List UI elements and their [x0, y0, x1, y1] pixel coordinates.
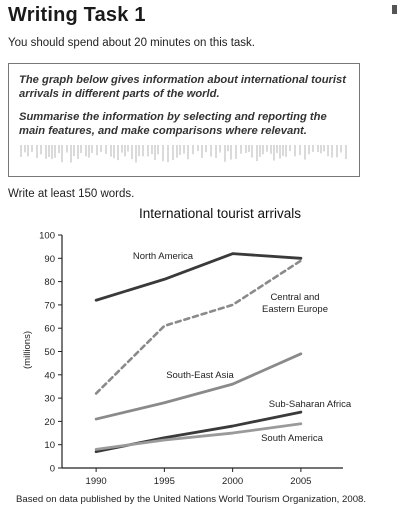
page-title: Writing Task 1	[8, 4, 146, 26]
y-tick-label: 90	[44, 254, 55, 265]
scan-artifact-strip	[20, 145, 347, 163]
y-tick-label: 100	[39, 231, 55, 242]
y-tick-label: 0	[50, 464, 55, 475]
time-instruction: You should spend about 20 minutes on thi…	[8, 37, 255, 49]
x-tick-label: 2005	[290, 476, 311, 487]
y-tick-label: 40	[44, 370, 55, 381]
x-tick-label: 2000	[222, 476, 243, 487]
y-axis-label: (millions)	[22, 331, 33, 369]
y-tick-label: 70	[44, 300, 55, 311]
chart-title: International tourist arrivals	[139, 206, 301, 221]
x-tick-label: 1990	[86, 476, 107, 487]
y-tick-label: 50	[44, 347, 55, 358]
y-tick-label: 10	[44, 440, 55, 451]
task-instruction: Summarise the information by selecting a…	[19, 111, 327, 137]
tourist-arrivals-chart: International tourist arrivals (millions…	[22, 206, 352, 487]
series-label-central-and-eastern-europe: Central and Eastern Europe	[262, 292, 328, 315]
word-requirement: Write at least 150 words.	[8, 188, 135, 200]
x-tick-label: 1995	[154, 476, 175, 487]
task-prompt: The graph below gives information about …	[19, 74, 346, 100]
y-tick-label: 20	[44, 417, 55, 428]
series-label-sub-saharan-africa: Sub-Saharan Africa	[269, 399, 352, 410]
series-line-north-america	[94, 252, 303, 302]
y-tick-label: 60	[44, 324, 55, 335]
corner-mark	[392, 5, 397, 14]
y-tick-label: 80	[44, 277, 55, 288]
task-box: The graph below gives information about …	[8, 63, 360, 177]
series-label-south-east-asia: South-East Asia	[166, 370, 234, 381]
series-label-north-america: North America	[133, 251, 194, 262]
series-line-central-and-eastern-europe	[94, 259, 303, 395]
series-line-south-america	[94, 422, 303, 451]
chart: International tourist arrivals (millions…	[0, 200, 403, 512]
series-line-south-east-asia	[94, 352, 303, 421]
series-label-south-america: South America	[261, 433, 323, 444]
y-tick-label: 30	[44, 394, 55, 405]
source-note: Based on data published by the United Na…	[16, 494, 367, 505]
